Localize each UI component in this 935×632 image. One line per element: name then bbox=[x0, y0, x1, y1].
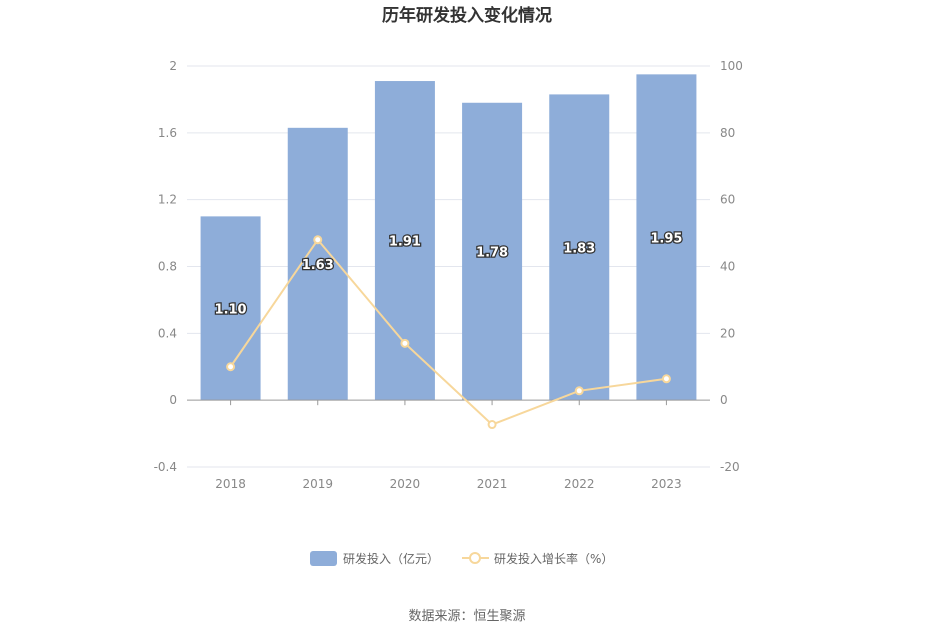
bar bbox=[636, 74, 697, 401]
y-left-tick-label: -0.4 bbox=[154, 460, 177, 474]
bar-value-label: 1.78 bbox=[476, 245, 508, 260]
y-axis-left: -0.4 0 0.4 0.8 1.2 1.6 2 bbox=[154, 59, 177, 474]
x-tick-label: 2019 bbox=[302, 477, 333, 491]
y-right-tick-label: 80 bbox=[720, 126, 735, 140]
grid bbox=[187, 65, 710, 468]
x-tick-label: 2022 bbox=[564, 477, 595, 491]
x-tick-label: 2023 bbox=[651, 477, 682, 491]
x-axis: 2018 2019 2020 2021 2022 2023 bbox=[187, 399, 710, 491]
bar-series bbox=[200, 74, 697, 401]
y-left-tick-label: 1.2 bbox=[158, 193, 177, 207]
line-series bbox=[226, 235, 671, 430]
growth-point bbox=[574, 386, 584, 396]
y-right-tick-label: 60 bbox=[720, 193, 735, 207]
growth-point bbox=[400, 338, 410, 348]
growth-point bbox=[226, 362, 236, 372]
bar-value-label: 1.91 bbox=[389, 235, 421, 250]
legend: 研发投入（亿元） 研发投入增长率（%） bbox=[310, 551, 613, 566]
y-left-tick-label: 0 bbox=[169, 393, 177, 407]
y-right-tick-label: 40 bbox=[720, 260, 735, 274]
y-right-tick-label: 0 bbox=[720, 393, 728, 407]
y-right-tick-label: -20 bbox=[720, 460, 740, 474]
y-right-tick-label: 100 bbox=[720, 59, 743, 73]
legend-label-line[interactable]: 研发投入增长率（%） bbox=[494, 551, 613, 566]
y-left-tick-label: 2 bbox=[169, 59, 177, 73]
legend-swatch-bar bbox=[310, 551, 337, 566]
x-tick-label: 2021 bbox=[477, 477, 508, 491]
y-axis-right: -20 0 20 40 60 80 100 bbox=[720, 59, 743, 474]
bar bbox=[462, 102, 523, 401]
y-left-tick-label: 1.6 bbox=[158, 126, 177, 140]
growth-line bbox=[229, 238, 667, 426]
bar-value-label: 1.10 bbox=[215, 302, 247, 317]
data-source: 数据来源：恒生聚源 bbox=[408, 609, 525, 624]
bar-value-label: 1.63 bbox=[302, 258, 334, 273]
bar-value-label: 1.95 bbox=[650, 231, 682, 246]
x-tick-label: 2020 bbox=[390, 477, 421, 491]
chart-title: 历年研发投入变化情况 bbox=[382, 5, 552, 26]
bar bbox=[549, 94, 610, 401]
growth-point bbox=[313, 235, 323, 245]
growth-point bbox=[487, 420, 497, 430]
growth-point bbox=[661, 374, 671, 384]
bar-value-label: 1.83 bbox=[563, 241, 595, 256]
bar-labels: 1.10 1.63 1.91 1.78 1.83 1.95 bbox=[213, 230, 683, 319]
y-right-tick-label: 20 bbox=[720, 326, 735, 340]
x-tick-label: 2018 bbox=[215, 477, 246, 491]
legend-label-bar[interactable]: 研发投入（亿元） bbox=[343, 551, 439, 566]
y-left-tick-label: 0.4 bbox=[158, 326, 177, 340]
legend-swatch-marker bbox=[469, 552, 481, 564]
y-left-tick-label: 0.8 bbox=[158, 260, 177, 274]
